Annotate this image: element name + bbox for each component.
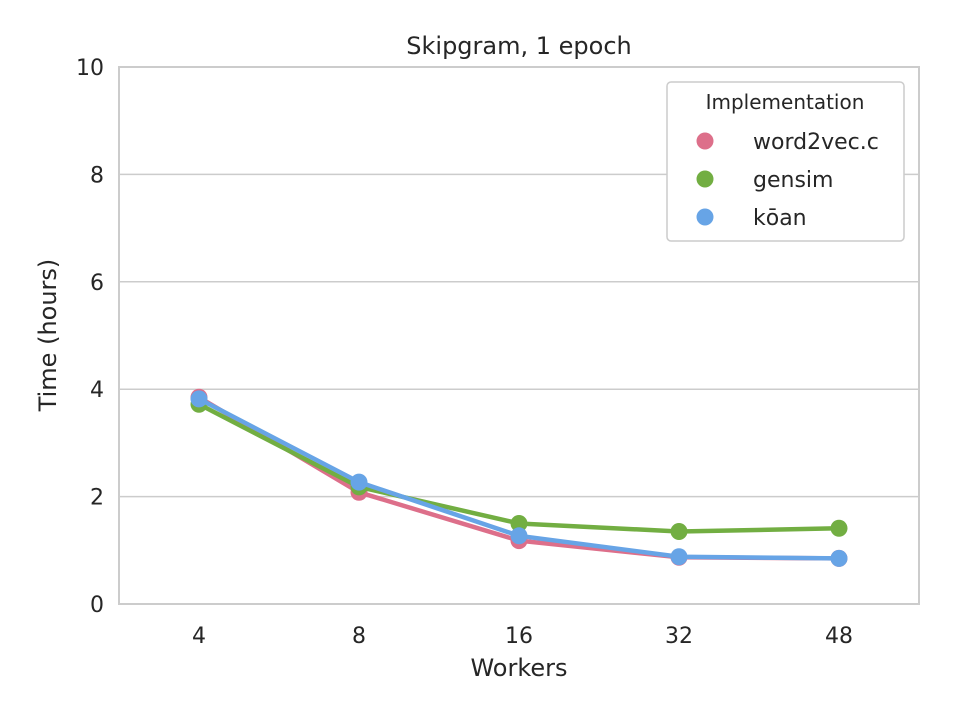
legend-label: gensim — [753, 168, 833, 193]
series-gensim — [190, 395, 848, 541]
x-tick-label: 8 — [352, 624, 366, 649]
y-axis-ticks: 0 2 4 6 8 10 — [76, 56, 104, 618]
legend-label: kōan — [753, 206, 807, 231]
legend-box — [666, 81, 905, 242]
chart-title: Skipgram, 1 epoch — [406, 32, 631, 60]
plot-frame — [118, 66, 920, 605]
y-tick-label: 0 — [90, 593, 104, 618]
legend-marker — [696, 132, 714, 150]
y-tick-label: 10 — [76, 56, 104, 81]
legend: Implementation word2vec.c gensim kōan — [666, 81, 905, 242]
legend-marker — [696, 208, 714, 226]
series-k-an — [190, 390, 848, 567]
data-point — [670, 548, 688, 566]
data-point — [830, 519, 848, 537]
series-layer — [190, 388, 848, 567]
legend-marker — [696, 170, 714, 188]
x-axis-ticks: 4 8 16 32 48 — [192, 624, 853, 649]
legend-title: Implementation — [706, 90, 865, 114]
y-tick-label: 6 — [90, 271, 104, 296]
data-point — [350, 473, 368, 491]
legend-label: word2vec.c — [753, 130, 879, 155]
legend-items: word2vec.c gensim kōan — [696, 130, 879, 231]
y-tick-label: 4 — [90, 378, 104, 403]
x-tick-label: 4 — [192, 624, 206, 649]
data-point — [510, 527, 528, 545]
x-tick-label: 16 — [505, 624, 533, 649]
series-line — [196, 401, 842, 534]
data-point — [190, 390, 208, 408]
x-axis-label: Workers — [470, 654, 567, 682]
y-tick-label: 2 — [90, 486, 104, 511]
y-tick-label: 8 — [90, 163, 104, 188]
y-axis-label: Time (hours) — [34, 259, 62, 413]
data-point — [670, 523, 688, 541]
x-tick-label: 32 — [665, 624, 693, 649]
data-point — [830, 549, 848, 567]
x-tick-label: 48 — [825, 624, 853, 649]
data-point — [510, 514, 528, 532]
